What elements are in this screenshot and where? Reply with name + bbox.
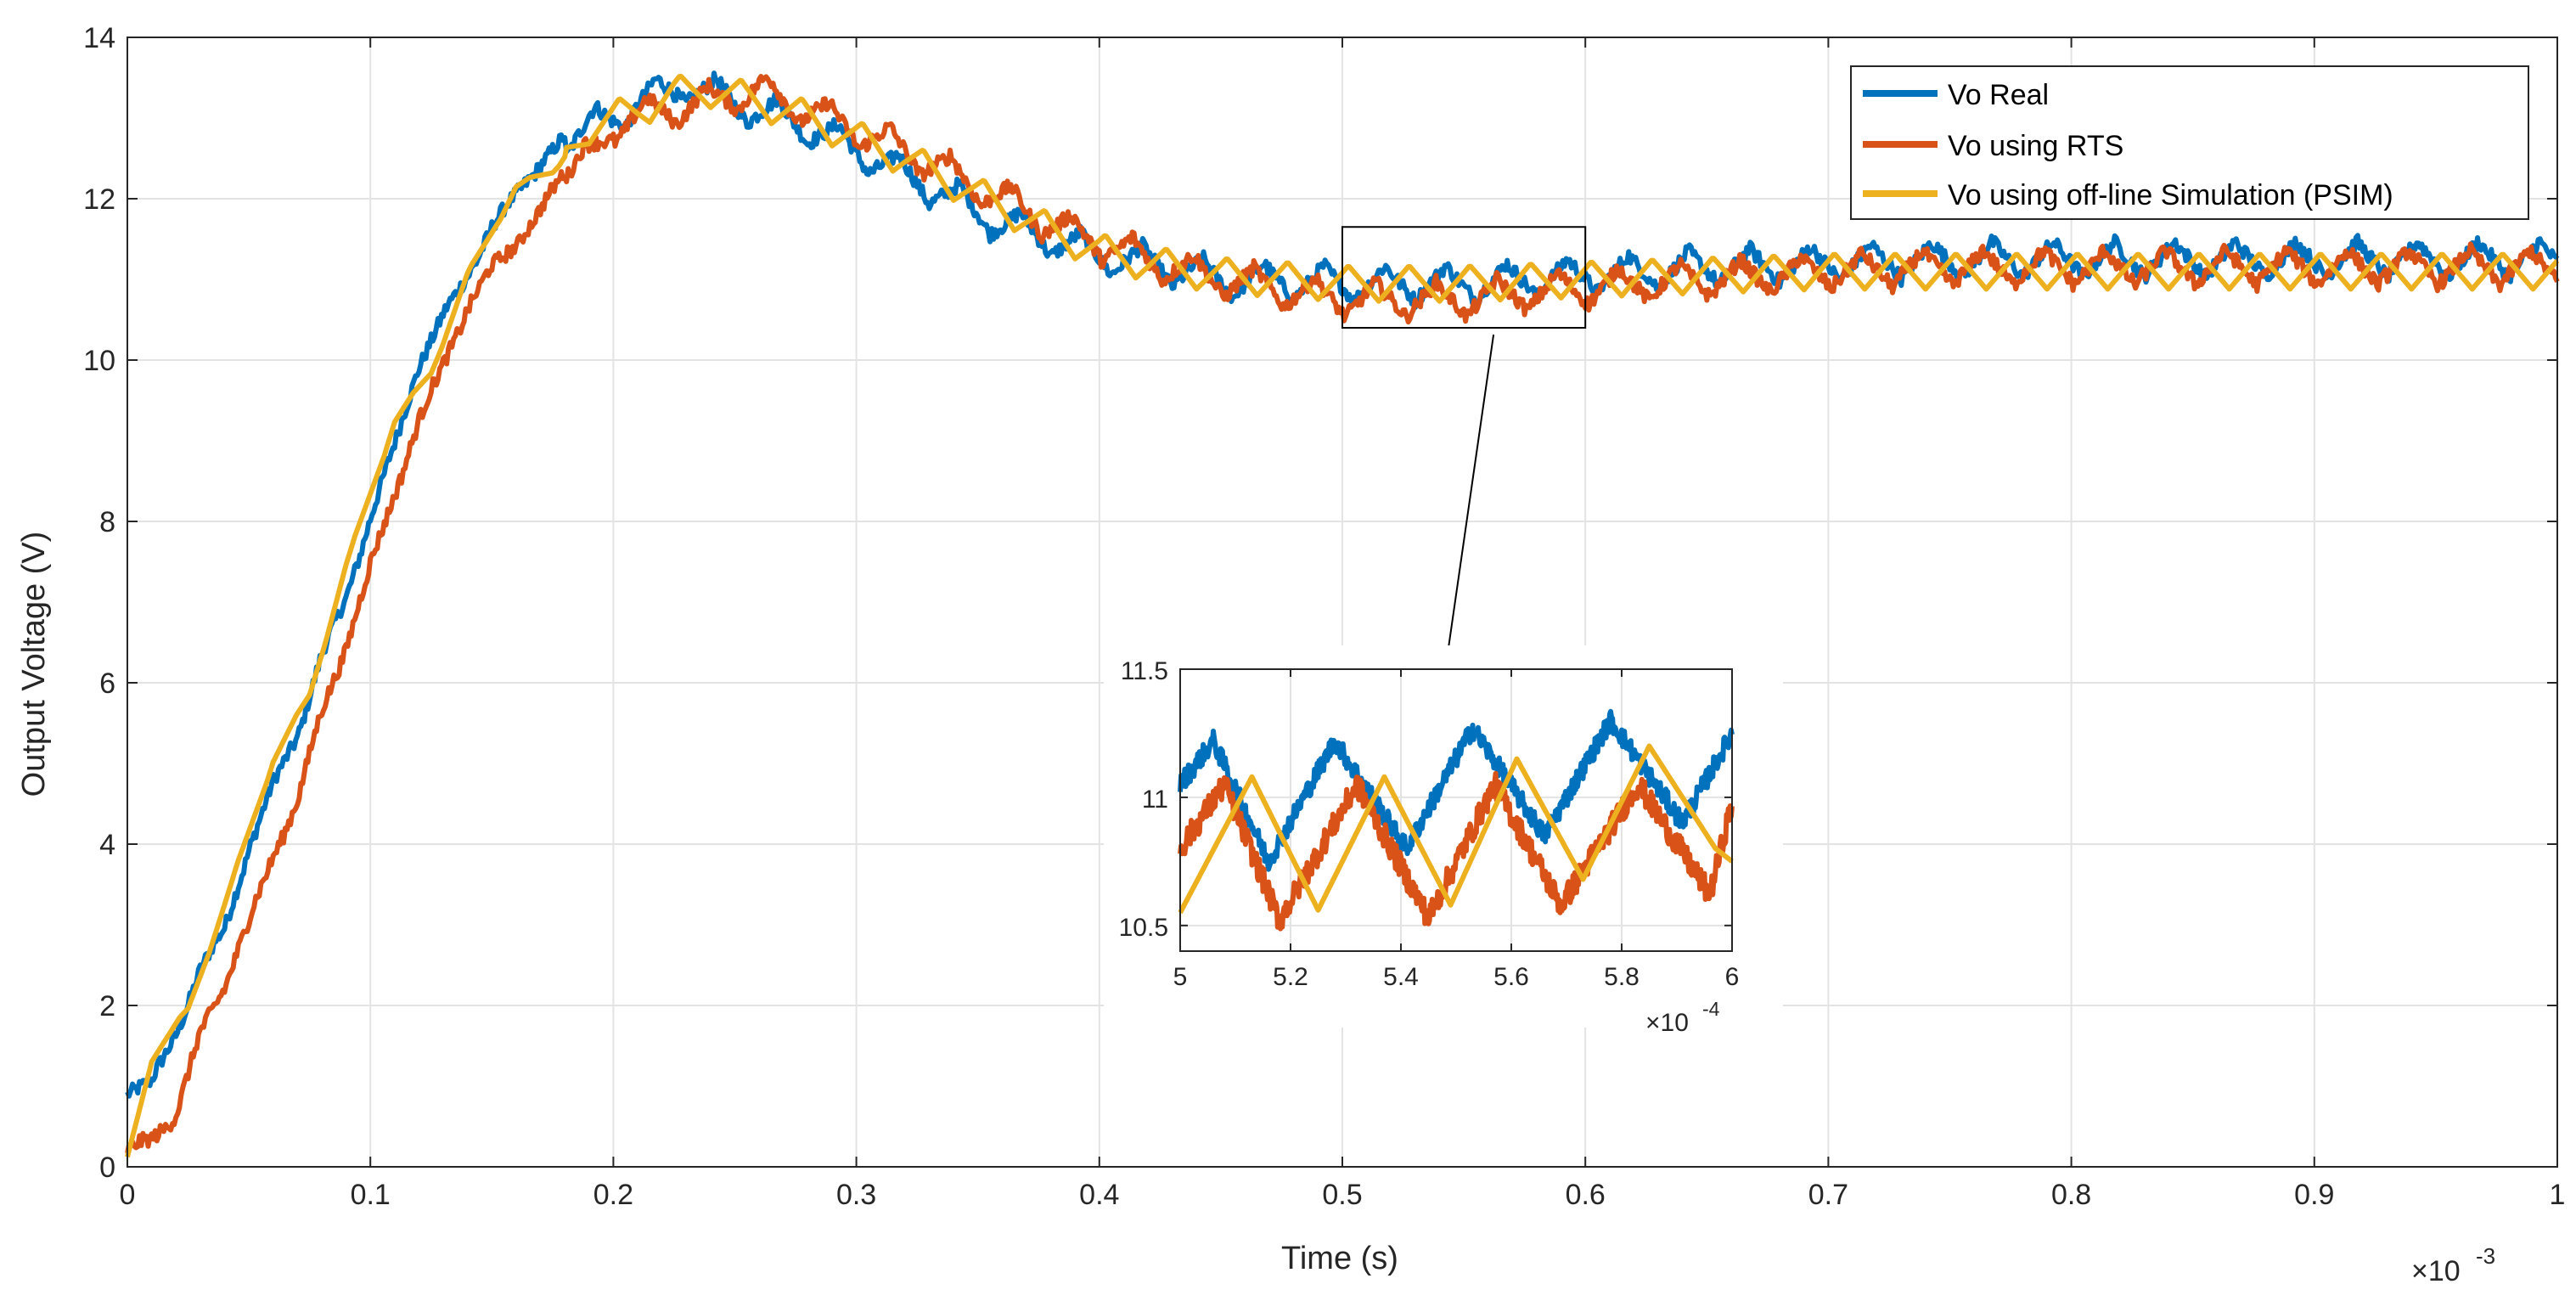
inset-ytick-label-0: 10.5 — [1119, 914, 1168, 942]
x-exponent-base: ×10 — [2411, 1255, 2461, 1287]
legend-label-vo-rts: Vo using RTS — [1948, 130, 2123, 162]
main-ytick-label-7: 14 — [83, 22, 115, 54]
main-xtick-label-5: 0.5 — [1322, 1179, 1362, 1211]
y-axis-label: Output Voltage (V) — [16, 532, 52, 797]
inset-series-group — [1178, 708, 1735, 932]
zoom-region-box — [1341, 226, 1587, 329]
legend-label-vo-psim: Vo using off-line Simulation (PSIM) — [1948, 179, 2393, 211]
main-ytick-label-5: 10 — [83, 345, 115, 377]
inset-xtick-label-1: 5.2 — [1273, 963, 1308, 991]
main-xtick-label-1: 0.1 — [351, 1179, 391, 1211]
inset-x-exponent-label: ×10 -4 — [1645, 998, 1720, 1037]
main-xtick-label-7: 0.7 — [1808, 1179, 1848, 1211]
x-exponent-power: -3 — [2476, 1243, 2495, 1269]
main-xtick-label-3: 0.3 — [836, 1179, 876, 1211]
inset-chart: 5 5.2 5.4 5.6 5.8 6 10.5 11 11.5 ×10 -4 — [1104, 645, 1783, 1037]
legend-box — [1850, 65, 2529, 220]
main-xtick-label-6: 0.6 — [1566, 1179, 1606, 1211]
inset-ytick-label-1: 11 — [1142, 786, 1168, 814]
main-xtick-label-2: 0.2 — [593, 1179, 633, 1211]
inset-series-vo-using-rts — [1178, 770, 1735, 932]
legend: Vo Real Vo using RTS Vo using off-line S… — [1850, 65, 2529, 220]
main-ytick-label-1: 2 — [99, 990, 115, 1022]
inset-xtick-label-0: 5 — [1173, 963, 1188, 991]
main-ytick-label-4: 8 — [99, 506, 115, 538]
inset-series-vo-using-off-line-simulation-psim — [1178, 743, 1734, 915]
main-xtick-label-0: 0 — [120, 1179, 136, 1211]
inset-ytick-label-2: 11.5 — [1121, 657, 1168, 685]
main-xtick-label-4: 0.4 — [1079, 1179, 1119, 1211]
inset-xtick-label-4: 5.8 — [1604, 963, 1640, 991]
main-ytick-label-2: 4 — [99, 829, 115, 861]
inset-axes-frame — [1179, 668, 1733, 952]
inset-xtick-label-2: 5.4 — [1383, 963, 1419, 991]
main-xtick-label-8: 0.8 — [2051, 1179, 2091, 1211]
main-ytick-label-0: 0 — [99, 1152, 115, 1184]
main-xtick-label-9: 0.9 — [2294, 1179, 2334, 1211]
inset-xtick-label-5: 6 — [1725, 963, 1740, 991]
zoom-arrow — [1446, 334, 1495, 660]
inset-x-exponent-base: ×10 — [1645, 1009, 1689, 1037]
x-axis-label: Time (s) — [1281, 1241, 1398, 1276]
main-ytick-label-3: 6 — [99, 667, 115, 700]
inset-series-vo-real — [1178, 708, 1735, 872]
inset-axes: 5 5.2 5.4 5.6 5.8 6 10.5 11 11.5 — [1119, 657, 1740, 991]
main-xtick-label-10: 1 — [2550, 1179, 2566, 1211]
main-ytick-label-6: 12 — [83, 183, 115, 216]
inset-xtick-label-3: 5.6 — [1493, 963, 1529, 991]
x-exponent-label: ×10 -3 — [2411, 1243, 2495, 1287]
inset-x-exponent-power: -4 — [1702, 998, 1720, 1020]
legend-label-vo-real: Vo Real — [1948, 79, 2049, 111]
